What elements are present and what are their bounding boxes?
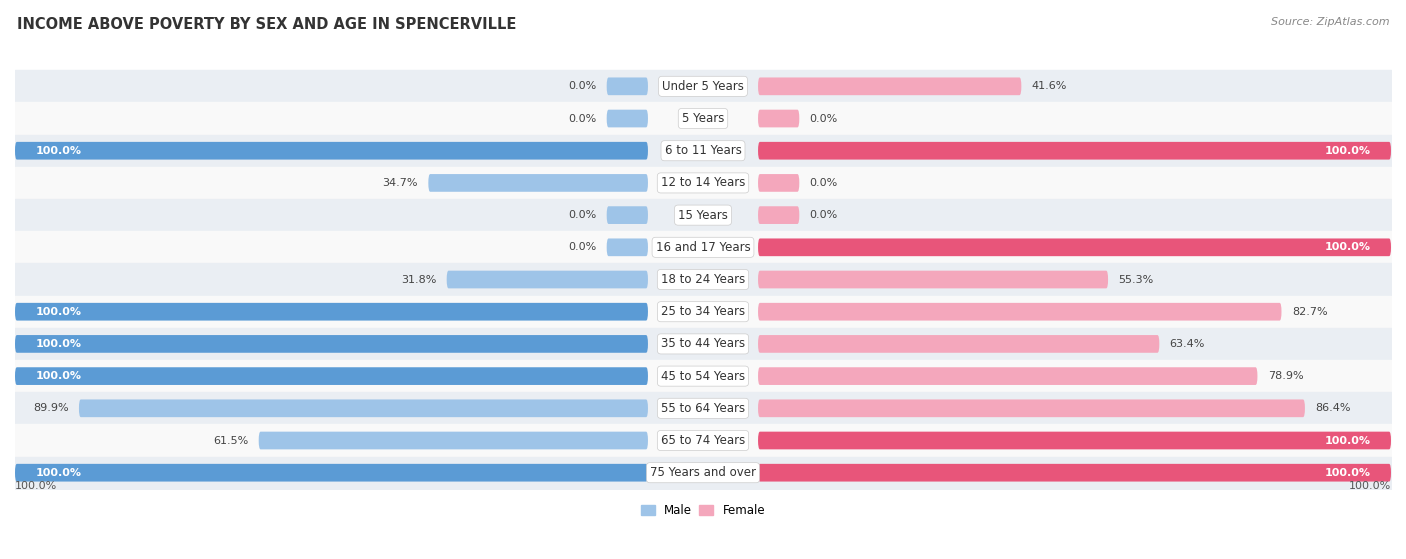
Text: 65 to 74 Years: 65 to 74 Years [661,434,745,447]
Text: 78.9%: 78.9% [1268,371,1303,381]
Text: 100.0%: 100.0% [15,481,58,491]
Text: 0.0%: 0.0% [810,210,838,220]
FancyBboxPatch shape [758,303,1281,320]
FancyBboxPatch shape [15,303,648,320]
Text: 100.0%: 100.0% [1324,146,1371,156]
Text: 0.0%: 0.0% [568,81,596,91]
FancyBboxPatch shape [758,335,1160,353]
Text: 100.0%: 100.0% [35,468,82,478]
FancyBboxPatch shape [758,400,1305,417]
Text: 75 Years and over: 75 Years and over [650,466,756,479]
FancyBboxPatch shape [447,271,648,288]
Text: 25 to 34 Years: 25 to 34 Years [661,305,745,318]
Text: 34.7%: 34.7% [382,178,418,188]
Text: 100.0%: 100.0% [35,146,82,156]
Text: 0.0%: 0.0% [568,242,596,252]
Text: 41.6%: 41.6% [1032,81,1067,91]
Text: 100.0%: 100.0% [1348,481,1391,491]
Text: 55.3%: 55.3% [1118,274,1154,285]
Text: 6 to 11 Years: 6 to 11 Years [665,144,741,157]
Text: 16 and 17 Years: 16 and 17 Years [655,241,751,254]
Text: 86.4%: 86.4% [1315,403,1351,413]
Text: 55 to 64 Years: 55 to 64 Years [661,402,745,415]
Text: 100.0%: 100.0% [1324,468,1371,478]
Text: 0.0%: 0.0% [568,210,596,220]
Text: 5 Years: 5 Years [682,112,724,125]
Text: 0.0%: 0.0% [568,113,596,124]
Text: 100.0%: 100.0% [35,307,82,317]
FancyBboxPatch shape [758,78,1021,95]
Text: 100.0%: 100.0% [35,371,82,381]
FancyBboxPatch shape [758,110,800,127]
FancyBboxPatch shape [15,142,648,159]
FancyBboxPatch shape [15,335,648,353]
Text: 12 to 14 Years: 12 to 14 Years [661,177,745,190]
FancyBboxPatch shape [758,206,800,224]
Text: 0.0%: 0.0% [810,113,838,124]
FancyBboxPatch shape [15,464,648,481]
Text: 61.5%: 61.5% [214,435,249,446]
FancyBboxPatch shape [259,432,648,449]
Text: 63.4%: 63.4% [1170,339,1205,349]
Text: 0.0%: 0.0% [810,178,838,188]
FancyBboxPatch shape [758,239,1391,256]
FancyBboxPatch shape [758,271,1108,288]
Legend: Male, Female: Male, Female [636,500,770,522]
FancyBboxPatch shape [758,367,1257,385]
Text: 100.0%: 100.0% [1324,242,1371,252]
FancyBboxPatch shape [429,174,648,192]
Text: 15 Years: 15 Years [678,209,728,221]
FancyBboxPatch shape [758,464,1391,481]
FancyBboxPatch shape [15,367,648,385]
Text: 100.0%: 100.0% [35,339,82,349]
Text: INCOME ABOVE POVERTY BY SEX AND AGE IN SPENCERVILLE: INCOME ABOVE POVERTY BY SEX AND AGE IN S… [17,17,516,32]
FancyBboxPatch shape [79,400,648,417]
FancyBboxPatch shape [606,78,648,95]
Text: 82.7%: 82.7% [1292,307,1327,317]
Text: Under 5 Years: Under 5 Years [662,80,744,93]
Text: 31.8%: 31.8% [401,274,436,285]
FancyBboxPatch shape [758,432,1391,449]
Text: 89.9%: 89.9% [32,403,69,413]
FancyBboxPatch shape [606,110,648,127]
FancyBboxPatch shape [758,142,1391,159]
Text: Source: ZipAtlas.com: Source: ZipAtlas.com [1271,17,1389,27]
Text: 35 to 44 Years: 35 to 44 Years [661,338,745,350]
Text: 18 to 24 Years: 18 to 24 Years [661,273,745,286]
Text: 100.0%: 100.0% [1324,435,1371,446]
FancyBboxPatch shape [606,206,648,224]
FancyBboxPatch shape [758,174,800,192]
FancyBboxPatch shape [606,239,648,256]
Text: 45 to 54 Years: 45 to 54 Years [661,369,745,382]
